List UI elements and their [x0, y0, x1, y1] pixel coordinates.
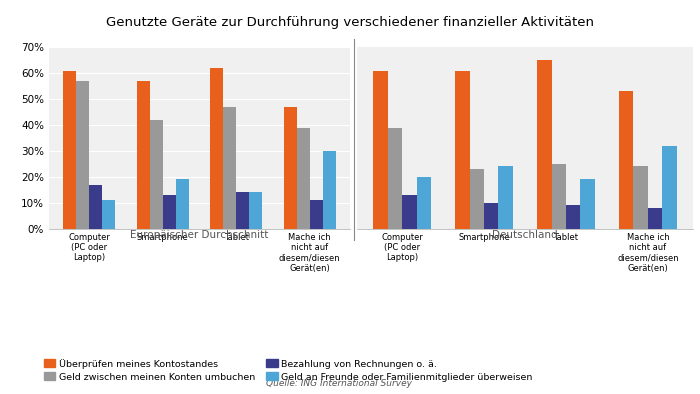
- Bar: [373, 71, 388, 229]
- Bar: [64, 71, 76, 229]
- Bar: [137, 81, 150, 229]
- Bar: [388, 128, 402, 229]
- Bar: [634, 166, 648, 229]
- Bar: [309, 200, 323, 229]
- Bar: [150, 120, 163, 229]
- Bar: [455, 71, 470, 229]
- Bar: [163, 195, 176, 229]
- Bar: [566, 205, 580, 229]
- Text: Deutschland: Deutschland: [492, 230, 558, 240]
- Bar: [249, 192, 262, 229]
- Bar: [90, 184, 102, 229]
- Bar: [323, 151, 335, 229]
- Bar: [210, 68, 223, 229]
- Bar: [223, 107, 236, 229]
- Bar: [102, 200, 116, 229]
- Bar: [76, 81, 90, 229]
- Bar: [648, 208, 662, 229]
- Bar: [176, 179, 189, 229]
- Bar: [498, 166, 513, 229]
- Bar: [416, 177, 431, 229]
- Bar: [662, 146, 677, 229]
- Bar: [580, 179, 595, 229]
- Bar: [619, 91, 634, 229]
- Bar: [284, 107, 297, 229]
- Bar: [402, 195, 416, 229]
- Text: Europäischer Durchschnitt: Europäischer Durchschnitt: [130, 230, 269, 240]
- Legend: Überprüfen meines Kontostandes, Geld zwischen meinen Konten umbuchen, Bezahlung : Überprüfen meines Kontostandes, Geld zwi…: [40, 355, 536, 385]
- Bar: [484, 203, 498, 229]
- Text: Quelle: ING International Survey: Quelle: ING International Survey: [266, 379, 412, 388]
- Bar: [552, 164, 566, 229]
- Text: Genutzte Geräte zur Durchführung verschiedener finanzieller Aktivitäten: Genutzte Geräte zur Durchführung verschi…: [106, 16, 594, 29]
- Bar: [236, 192, 249, 229]
- Bar: [470, 169, 484, 229]
- Bar: [297, 128, 309, 229]
- Bar: [537, 60, 552, 229]
